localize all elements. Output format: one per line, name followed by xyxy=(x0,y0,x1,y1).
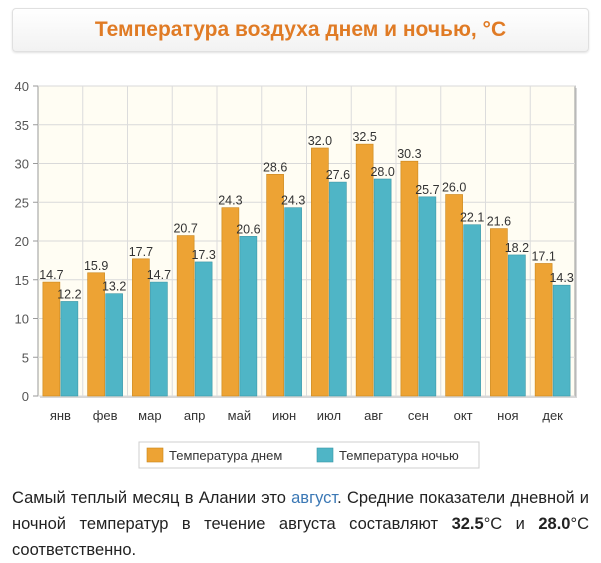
x-tick-label: авг xyxy=(364,408,383,423)
bar-night xyxy=(150,281,168,397)
y-tick-label: 20 xyxy=(15,234,29,249)
data-label-day: 24.3 xyxy=(218,194,242,208)
bar-day xyxy=(490,228,508,397)
data-label-night: 12.2 xyxy=(57,287,81,301)
day-temp-value: 32.5 xyxy=(451,515,484,533)
y-tick-label: 5 xyxy=(22,350,29,365)
data-label-day: 32.5 xyxy=(352,130,376,144)
y-tick-label: 30 xyxy=(15,157,29,172)
data-label-night: 28.0 xyxy=(370,165,394,179)
chart-title: Температура воздуха днем и ночью, °C xyxy=(94,18,507,41)
x-tick-label: сен xyxy=(408,408,429,423)
temperature-chart: 0 5 10 15 20 25 30 35 40 14.7 12.2 янв 15.9 13.2 фев 17… xyxy=(15,79,577,469)
data-label-day: 20.7 xyxy=(173,222,197,236)
bar-night xyxy=(418,196,437,397)
bar-night xyxy=(552,284,571,397)
bar-night xyxy=(239,236,258,397)
bar-day xyxy=(355,143,374,397)
caption-unit-1: °C и xyxy=(483,515,539,533)
bar-day xyxy=(87,272,105,397)
x-tick-label: ноя xyxy=(497,408,518,423)
bar-night xyxy=(373,178,392,397)
data-label-day: 14.7 xyxy=(39,268,63,282)
bar-day xyxy=(221,207,240,397)
chart-legend: Температура днем Температура ночью xyxy=(138,441,480,469)
legend-swatch-day xyxy=(146,447,164,463)
y-tick-label: 0 xyxy=(22,389,29,404)
bar-day xyxy=(42,281,61,397)
data-label-day: 28.6 xyxy=(263,160,287,174)
bar-day xyxy=(445,194,463,397)
data-label-day: 17.7 xyxy=(129,245,153,259)
bar-night xyxy=(329,181,347,397)
bar-night xyxy=(105,293,123,397)
august-link[interactable]: август xyxy=(291,489,338,507)
data-label-day: 21.6 xyxy=(487,215,511,229)
x-tick-label: дек xyxy=(542,408,563,423)
bar-night xyxy=(194,261,213,397)
legend-item-day: Температура днем xyxy=(169,448,282,463)
caption-unit-2: °C соответственно. xyxy=(12,515,589,559)
data-label-day: 26.0 xyxy=(442,181,466,195)
data-label-day: 30.3 xyxy=(397,147,421,161)
data-label-day: 17.1 xyxy=(531,249,555,263)
climate-caption: Самый теплый месяц в Алании это август. … xyxy=(12,485,589,563)
bar-day xyxy=(132,258,150,397)
data-label-day: 32.0 xyxy=(308,134,332,148)
chart-title-box: Температура воздуха днем и ночью, °C xyxy=(12,8,589,52)
x-tick-label: фев xyxy=(93,408,118,423)
bar-day xyxy=(534,263,553,397)
bar-night xyxy=(60,301,79,397)
data-label-day: 15.9 xyxy=(84,259,108,273)
bar-day xyxy=(266,174,284,397)
bar-night xyxy=(463,224,481,397)
x-tick-label: окт xyxy=(454,408,473,423)
x-tick-label: янв xyxy=(50,408,71,423)
data-label-night: 17.3 xyxy=(191,248,215,262)
y-tick-label: 15 xyxy=(15,273,29,288)
y-tick-label: 10 xyxy=(15,312,29,327)
y-tick-label: 35 xyxy=(15,118,29,133)
night-temp-value: 28.0 xyxy=(538,515,571,533)
data-label-night: 22.1 xyxy=(460,211,484,225)
x-tick-label: июн xyxy=(272,408,296,423)
legend-box xyxy=(138,441,480,469)
data-label-night: 20.6 xyxy=(236,222,260,236)
x-tick-label: май xyxy=(228,408,251,423)
legend-swatch-night xyxy=(316,447,334,463)
data-label-night: 18.2 xyxy=(505,241,529,255)
bar-day xyxy=(311,147,329,397)
data-label-night: 13.2 xyxy=(102,280,126,294)
data-label-night: 24.3 xyxy=(281,194,305,208)
legend-item-night: Температура ночью xyxy=(339,448,459,463)
bar-day xyxy=(400,160,419,397)
data-label-night: 27.6 xyxy=(326,168,350,182)
x-tick-label: мар xyxy=(138,408,161,423)
bar-night xyxy=(508,254,526,397)
caption-text-2: . Средние показатели дневной и ночной те… xyxy=(12,489,589,533)
bar-night xyxy=(284,207,302,397)
x-tick-label: июл xyxy=(317,408,341,423)
bar-day xyxy=(176,235,195,397)
data-label-night: 14.7 xyxy=(147,268,171,282)
data-label-night: 25.7 xyxy=(415,183,439,197)
y-tick-label: 40 xyxy=(15,79,29,94)
x-tick-label: апр xyxy=(184,408,206,423)
caption-text-1: Самый теплый месяц в Алании это xyxy=(12,489,292,507)
y-tick-label: 25 xyxy=(15,195,29,210)
data-label-night: 14.3 xyxy=(549,271,573,285)
